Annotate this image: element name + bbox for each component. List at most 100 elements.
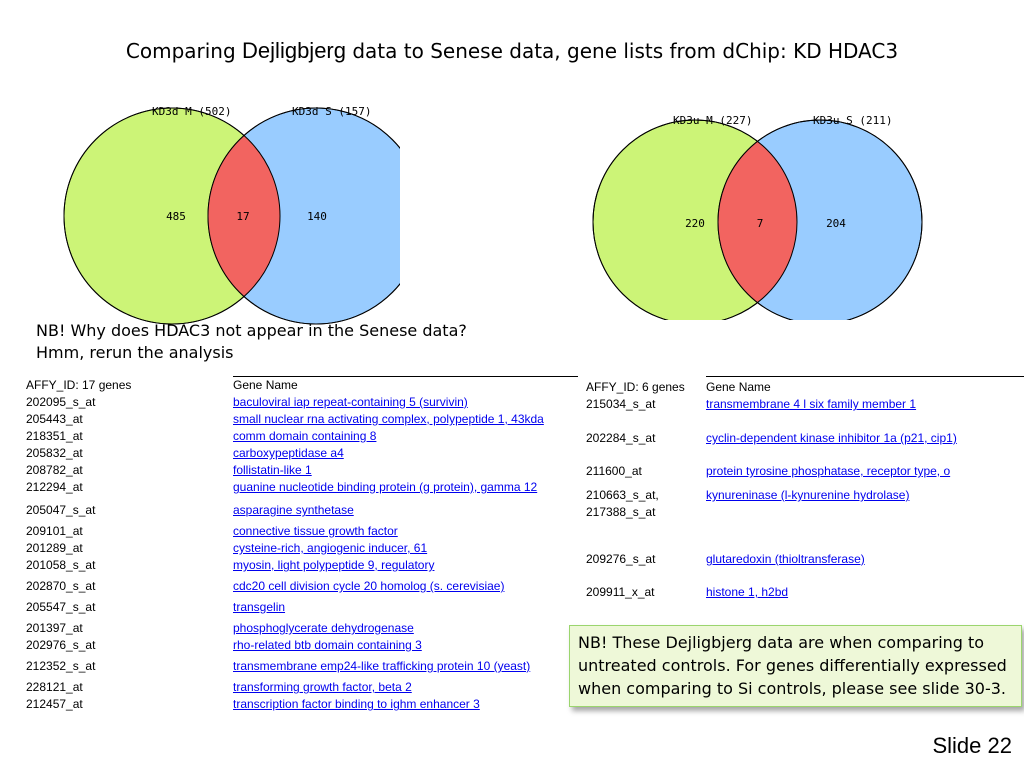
gene-link[interactable]: small nuclear rna activating complex, po… — [233, 412, 544, 426]
affy-id: 209276_s_at — [586, 552, 656, 566]
table-row: 212294_at guanine nucleotide binding prot… — [26, 479, 578, 502]
note-line-1: NB! Why does HDAC3 not appear in the Sen… — [36, 321, 467, 340]
venn-label-a: KD3d M (502) — [152, 105, 231, 118]
gene-link[interactable]: comm domain containing 8 — [233, 429, 377, 443]
affy-id: 218351_at — [26, 429, 83, 443]
gene-link[interactable]: transmembrane emp24-like trafficking pro… — [233, 659, 531, 673]
gene-link[interactable]: carboxypeptidase a4 — [233, 446, 344, 460]
table-row: 205047_s_at asparagine synthetase — [26, 502, 578, 523]
table-row: 201397_at phosphoglycerate dehydrogenase — [26, 620, 578, 637]
affy-id: 210663_s_at, — [586, 488, 659, 502]
gene-link[interactable]: histone 1, h2bd — [706, 585, 789, 599]
venn-diagram-kd3d: KD3d M (502) KD3d S (157) 485 17 140 — [60, 100, 425, 325]
header-affy-id: AFFY_ID: 6 genes — [586, 379, 685, 394]
gene-link[interactable]: transcription factor binding to ighm enh… — [233, 697, 480, 711]
affy-id: 211600_at — [586, 464, 642, 478]
venn-count-only-a: 220 — [685, 217, 705, 230]
affy-id: 202284_s_at — [586, 431, 656, 445]
affy-id: 205047_s_at — [26, 503, 96, 517]
table-row: 209911_x_at histone 1, h2bd — [586, 584, 1024, 601]
gene-link[interactable]: transforming growth factor, beta 2 — [233, 680, 412, 694]
venn-count-only-b: 140 — [307, 210, 327, 223]
title-emphasis: Dejligbjerg — [242, 38, 346, 63]
venn-count-only-b: 204 — [826, 217, 846, 230]
venn-label-a: KD3u M (227) — [673, 114, 752, 127]
gene-link[interactable]: asparagine synthetase — [233, 503, 354, 517]
gene-link[interactable]: cysteine-rich, angiogenic inducer, 61 — [233, 541, 428, 555]
note-line-2: Hmm, rerun the analysis — [36, 343, 234, 362]
affy-id: 201397_at — [26, 621, 83, 635]
gene-table-6: AFFY_ID: 6 genes Gene Name 215034_s_at tr… — [586, 376, 1024, 601]
affy-id: 201289_at — [26, 541, 83, 555]
table-row: 210663_s_at, 217388_s_at kynureninase (l-k… — [586, 487, 1024, 551]
table-row: 205443_at small nuclear rna activating co… — [26, 411, 578, 428]
affy-id: 228121_at — [26, 680, 83, 694]
affy-id: 205547_s_at — [26, 600, 96, 614]
table-row: 215034_s_at transmembrane 4 l six family … — [586, 396, 1024, 430]
table-row: 208782_at follistatin-like 1 — [26, 462, 578, 479]
table-row: 228121_at transforming growth factor, bet… — [26, 679, 578, 696]
gene-link[interactable]: transmembrane 4 l six family member 1 — [706, 397, 917, 411]
table-row: 202095_s_at baculoviral iap repeat-contai… — [26, 394, 578, 411]
gene-link[interactable]: guanine nucleotide binding protein (g pr… — [233, 480, 538, 494]
affy-id: 212457_at — [26, 697, 83, 711]
table-row: 201058_s_at myosin, light polypeptide 9, … — [26, 557, 578, 578]
table-row: 212352_s_at transmembrane emp24-like traf… — [26, 658, 578, 679]
title-suffix: data to Senese data, gene lists from dCh… — [346, 39, 899, 63]
gene-link[interactable]: myosin, light polypeptide 9, regulatory — [233, 558, 435, 572]
gene-link[interactable]: glutaredoxin (thioltransferase) — [706, 552, 865, 566]
table-row: 205547_s_at transgelin — [26, 599, 578, 620]
venn-count-only-a: 485 — [166, 210, 186, 223]
table-row: 218351_at comm domain containing 8 — [26, 428, 578, 445]
affy-id: 209911_x_at — [586, 585, 655, 599]
venn-overlap — [718, 120, 797, 324]
venn-count-overlap: 17 — [236, 210, 249, 223]
gene-link[interactable]: kynureninase (l-kynurenine hydrolase) — [706, 488, 910, 502]
gene-link[interactable]: transgelin — [233, 600, 286, 614]
header-gene-name: Gene Name — [706, 376, 1024, 396]
affy-id: 202870_s_at — [26, 579, 96, 593]
gene-link[interactable]: connective tissue growth factor — [233, 524, 398, 538]
gene-link[interactable]: cdc20 cell division cycle 20 homolog (s.… — [233, 579, 505, 593]
table-header-row: AFFY_ID: 6 genes Gene Name — [586, 376, 1024, 396]
slide-number: Slide 22 — [932, 733, 1012, 758]
gene-table-17: AFFY_ID: 17 genes Gene Name 202095_s_at b… — [26, 376, 578, 713]
table-row: 209276_s_at glutaredoxin (thioltransferas… — [586, 551, 1024, 584]
table-header-row: AFFY_ID: 17 genes Gene Name — [26, 376, 578, 394]
table-row: 202870_s_at cdc20 cell division cycle 20 … — [26, 578, 578, 599]
affy-id-cell: 210663_s_at, 217388_s_at — [586, 487, 706, 551]
table-row: 212457_at transcription factor binding to… — [26, 696, 578, 713]
slide-title: Comparing Dejligbjerg data to Senese dat… — [0, 38, 1024, 64]
table-row: 201289_at cysteine-rich, angiogenic induc… — [26, 540, 578, 557]
title-prefix: Comparing — [125, 39, 243, 63]
venn-count-overlap: 7 — [757, 217, 764, 230]
affy-id-secondary: 217388_s_at — [586, 505, 656, 519]
table-row: 209101_at connective tissue growth factor — [26, 523, 578, 540]
note-hdac3: NB! Why does HDAC3 not appear in the Sen… — [36, 320, 467, 364]
note-box-controls: NB! These Dejligbjerg data are when comp… — [569, 625, 1022, 707]
table-row: 205832_at carboxypeptidase a4 — [26, 445, 578, 462]
affy-id: 212294_at — [26, 480, 83, 494]
gene-link[interactable]: phosphoglycerate dehydrogenase — [233, 621, 414, 635]
table-row: 202284_s_at cyclin-dependent kinase inhib… — [586, 430, 1024, 463]
gene-link[interactable]: cyclin-dependent kinase inhibitor 1a (p2… — [706, 431, 957, 445]
affy-id: 209101_at — [26, 524, 83, 538]
affy-id: 201058_s_at — [26, 558, 96, 572]
affy-id: 202095_s_at — [26, 395, 96, 409]
affy-id: 205832_at — [26, 446, 83, 460]
venn-overlap — [208, 108, 280, 324]
header-gene-name: Gene Name — [233, 376, 578, 394]
gene-link[interactable]: rho-related btb domain containing 3 — [233, 638, 422, 652]
gene-link[interactable]: baculoviral iap repeat-containing 5 (sur… — [233, 395, 468, 409]
affy-id: 215034_s_at — [586, 397, 656, 411]
header-affy-id: AFFY_ID: 17 genes — [26, 377, 132, 392]
venn-diagram-kd3u: KD3u M (227) KD3u S (211) 220 7 204 — [585, 110, 925, 325]
table-row: 211600_at protein tyrosine phosphatase, r… — [586, 463, 1024, 487]
affy-id: 208782_at — [26, 463, 83, 477]
gene-link[interactable]: protein tyrosine phosphatase, receptor t… — [706, 464, 951, 478]
affy-id: 205443_at — [26, 412, 83, 426]
affy-id: 202976_s_at — [26, 638, 96, 652]
venn-label-b: KD3d S (157) — [292, 105, 371, 118]
gene-link[interactable]: follistatin-like 1 — [233, 463, 312, 477]
table-row: 202976_s_at rho-related btb domain contai… — [26, 637, 578, 658]
